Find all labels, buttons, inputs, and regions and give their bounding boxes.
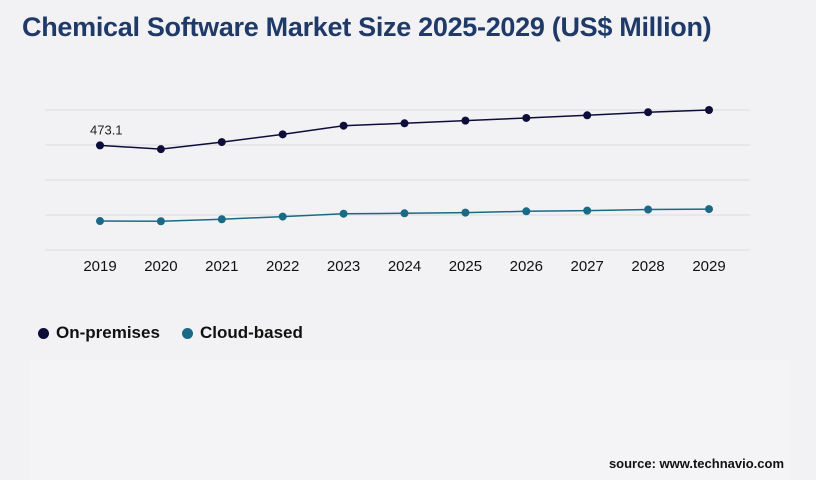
data-point bbox=[339, 121, 348, 130]
data-point bbox=[217, 215, 226, 224]
series-line-0 bbox=[99, 109, 710, 150]
chart-title: Chemical Software Market Size 2025-2029 … bbox=[22, 12, 712, 42]
data-point bbox=[583, 206, 592, 215]
data-point bbox=[522, 207, 531, 216]
data-point bbox=[156, 145, 165, 154]
background-panel bbox=[30, 360, 790, 480]
x-tick-label: 2024 bbox=[388, 258, 421, 275]
data-point bbox=[461, 208, 470, 217]
legend-marker-icon bbox=[181, 327, 193, 339]
legend: On-premises Cloud-based bbox=[38, 323, 303, 343]
x-tick-label: 2021 bbox=[205, 258, 238, 275]
x-tick-label: 2028 bbox=[631, 258, 664, 275]
x-tick-label: 2029 bbox=[692, 258, 725, 275]
data-point bbox=[644, 205, 653, 214]
legend-item-cloud-based[interactable]: Cloud-based bbox=[181, 323, 303, 343]
legend-item-on-premises[interactable]: On-premises bbox=[38, 323, 160, 343]
source-text: source: www.technavio.com bbox=[608, 456, 784, 471]
data-point bbox=[96, 217, 104, 226]
x-tick-label: 2025 bbox=[449, 258, 482, 275]
data-point bbox=[339, 209, 348, 218]
data-point bbox=[705, 106, 713, 114]
x-tick-label: 2026 bbox=[510, 258, 543, 275]
data-point bbox=[705, 205, 713, 214]
data-point bbox=[400, 119, 409, 128]
data-point bbox=[217, 138, 226, 147]
legend-label: Cloud-based bbox=[199, 323, 303, 342]
x-tick-label: 2027 bbox=[571, 258, 604, 275]
data-point bbox=[461, 116, 470, 125]
data-point bbox=[644, 108, 653, 117]
x-tick-label: 2023 bbox=[327, 258, 360, 275]
x-tick-label: 2022 bbox=[266, 258, 299, 275]
line-chart: 2019 2020 2021 2022 2023 2024 2025 2026 2027 2028… bbox=[45, 106, 750, 275]
x-tick-label: 2020 bbox=[144, 258, 177, 275]
data-point bbox=[400, 209, 409, 218]
data-point bbox=[96, 141, 104, 150]
data-point bbox=[156, 217, 165, 226]
data-point bbox=[583, 111, 592, 120]
legend-label: On-premises bbox=[56, 323, 160, 342]
data-label: 473.1 bbox=[90, 122, 123, 137]
legend-marker-icon bbox=[38, 327, 49, 339]
data-point bbox=[278, 212, 287, 221]
data-point bbox=[522, 113, 531, 122]
x-tick-label: 2019 bbox=[83, 258, 116, 275]
data-point bbox=[278, 130, 287, 139]
